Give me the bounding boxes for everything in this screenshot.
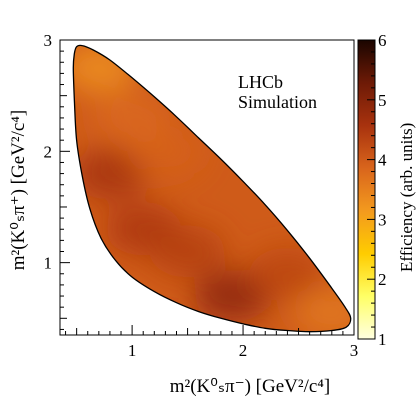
heatmap-hotspot-5	[249, 247, 326, 300]
y-tick-label: 1	[44, 254, 53, 273]
annotation-line-2: Simulation	[238, 92, 317, 112]
colorbar-tick-label: 5	[378, 91, 387, 110]
colorbar-tick-label: 3	[378, 210, 387, 229]
y-tick-label: 3	[44, 31, 53, 50]
y-axis-label: m²(K⁰ₛπ⁺) [GeV²/c⁴]	[8, 110, 29, 271]
colorbar-ticks: 1 2 3 4 5 6	[367, 31, 387, 349]
heatmap-hotspots	[73, 45, 351, 332]
heatmap-hotspot-4	[193, 270, 270, 323]
colorbar	[357, 39, 376, 340]
heatmap-hotspot-3	[149, 225, 226, 278]
x-tick-label: 2	[239, 341, 248, 360]
colorbar-tick-label: 6	[378, 31, 387, 50]
x-tick-label: 1	[128, 341, 137, 360]
y-axis-ticks: 1 2 3	[44, 31, 70, 330]
annotation-line-1: LHCb	[238, 72, 283, 92]
colorbar-tick-label: 2	[378, 270, 387, 289]
colorbar-tick-label: 4	[378, 151, 387, 170]
y-tick-label: 2	[44, 142, 53, 161]
plot-frame	[59, 39, 355, 336]
x-axis-label: m²(K⁰ₛπ⁻) [GeV²/c⁴]	[170, 376, 331, 397]
colorbar-label: Efficiency (arb. units)	[397, 123, 416, 272]
colorbar-tick-label: 1	[378, 330, 387, 349]
x-axis-ticks: 1 2 3	[65, 325, 359, 360]
heatmap-hotspot-1	[73, 147, 148, 200]
heatmap-hotspot-0	[73, 45, 137, 94]
x-tick-label: 3	[350, 341, 359, 360]
heatmap-hotspot-6	[293, 286, 351, 332]
heatmap-region	[73, 45, 351, 332]
heatmap-hotspot-8	[94, 91, 171, 144]
